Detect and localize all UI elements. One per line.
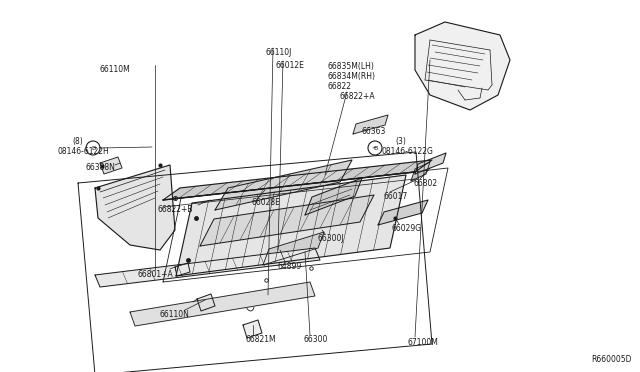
Text: 66012E: 66012E: [276, 61, 305, 70]
Text: 66363: 66363: [362, 127, 387, 136]
Text: 66801+A: 66801+A: [138, 270, 173, 279]
Text: R660005D: R660005D: [591, 355, 632, 364]
Polygon shape: [415, 22, 510, 110]
Text: 64899: 64899: [278, 262, 302, 271]
Polygon shape: [378, 200, 428, 225]
Text: B: B: [91, 145, 95, 151]
Text: 67100M: 67100M: [407, 338, 438, 347]
Polygon shape: [200, 195, 374, 246]
Polygon shape: [411, 162, 430, 181]
Text: 66835M(LH): 66835M(LH): [327, 62, 374, 71]
Text: (8): (8): [72, 137, 83, 146]
Polygon shape: [100, 157, 122, 174]
Text: 66802: 66802: [413, 179, 437, 188]
Text: 66821M: 66821M: [245, 335, 276, 344]
Text: 66822: 66822: [327, 82, 351, 91]
Polygon shape: [263, 232, 324, 265]
Polygon shape: [163, 160, 432, 200]
Text: 66300J: 66300J: [318, 234, 344, 243]
Polygon shape: [215, 160, 352, 210]
Text: B: B: [373, 145, 377, 151]
Polygon shape: [243, 320, 262, 338]
Text: 66388N: 66388N: [86, 163, 116, 172]
Text: 08146-6122H: 08146-6122H: [58, 147, 109, 156]
Text: 66822+A: 66822+A: [340, 92, 376, 101]
Polygon shape: [176, 175, 406, 276]
Text: 66110J: 66110J: [266, 48, 292, 57]
Polygon shape: [95, 248, 320, 287]
Text: (3): (3): [395, 137, 406, 146]
Polygon shape: [415, 153, 446, 174]
Text: 66029G: 66029G: [392, 224, 422, 233]
Text: 66110M: 66110M: [100, 65, 131, 74]
Polygon shape: [130, 282, 315, 326]
Polygon shape: [197, 294, 215, 311]
Polygon shape: [353, 115, 388, 134]
Text: 66017: 66017: [384, 192, 408, 201]
Polygon shape: [95, 165, 175, 250]
Polygon shape: [305, 178, 362, 215]
Text: 66028E: 66028E: [251, 198, 280, 207]
Polygon shape: [175, 263, 190, 276]
Text: 66834M(RH): 66834M(RH): [327, 72, 375, 81]
Text: 08146-6122G: 08146-6122G: [381, 147, 433, 156]
Text: 66300: 66300: [303, 335, 328, 344]
Text: 66110N: 66110N: [160, 310, 190, 319]
Text: 66822+B: 66822+B: [158, 205, 193, 214]
